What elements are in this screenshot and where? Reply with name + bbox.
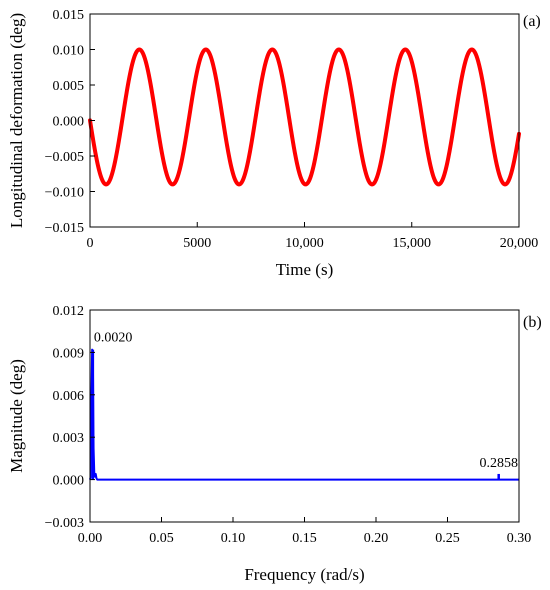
chart-a-panel-label: (a) bbox=[523, 13, 541, 30]
chart-a-y-ticks: −0.015 −0.010 −0.005 0.000 0.005 0.010 0.015 bbox=[45, 8, 95, 236]
x-tick-label: 0.15 bbox=[292, 531, 317, 546]
chart-b-annotations: 0.0020 0.2858 bbox=[94, 331, 518, 471]
y-tick-label: 0.009 bbox=[53, 346, 85, 361]
y-tick-label: 0.010 bbox=[53, 44, 85, 59]
x-tick-label: 10,000 bbox=[285, 236, 324, 251]
y-tick-label: 0.006 bbox=[53, 389, 85, 404]
y-tick-label: −0.005 bbox=[45, 150, 84, 165]
y-tick-label: −0.003 bbox=[45, 516, 84, 531]
chart-b-series bbox=[89, 348, 519, 481]
y-tick-label: 0.000 bbox=[53, 474, 85, 489]
y-tick-label: 0.015 bbox=[53, 8, 85, 23]
spectrum-series-line bbox=[89, 348, 519, 481]
y-tick-label: 0.000 bbox=[53, 115, 85, 130]
peak-label-low-frequency: 0.0020 bbox=[94, 331, 133, 346]
x-tick-label: 0.25 bbox=[435, 531, 460, 546]
chart-b-x-axis-label: Frequency (rad/s) bbox=[244, 565, 364, 584]
chart-b-y-axis-label: Magnitude (deg) bbox=[7, 359, 26, 473]
peak-label-high-frequency: 0.2858 bbox=[479, 456, 518, 471]
x-tick-label: 0.05 bbox=[149, 531, 174, 546]
y-tick-label: −0.010 bbox=[45, 186, 84, 201]
chart-b-panel-label: (b) bbox=[523, 314, 542, 331]
chart-a: −0.015 −0.010 −0.005 0.000 0.005 0.010 0.015 0… bbox=[7, 8, 541, 279]
chart-a-x-ticks: 0 5000 10,000 15,000 20,000 bbox=[87, 222, 539, 251]
x-tick-label: 0.10 bbox=[221, 531, 246, 546]
y-tick-label: 0.005 bbox=[53, 79, 85, 94]
x-tick-label: 5000 bbox=[183, 236, 211, 251]
chart-b-x-ticks: 0.00 0.05 0.10 0.15 0.20 0.25 0.30 bbox=[78, 517, 532, 546]
chart-a-x-axis-label: Time (s) bbox=[276, 260, 333, 279]
x-tick-label: 0.00 bbox=[78, 531, 103, 546]
y-tick-label: 0.003 bbox=[53, 431, 85, 446]
deformation-series-line bbox=[88, 47, 521, 187]
chart-b: −0.003 0.000 0.003 0.006 0.009 0.012 0.00 0.05… bbox=[7, 304, 542, 584]
chart-b-y-ticks: −0.003 0.000 0.003 0.006 0.009 0.012 bbox=[45, 304, 95, 531]
x-tick-label: 20,000 bbox=[500, 236, 539, 251]
chart-a-series bbox=[88, 47, 521, 187]
x-tick-label: 15,000 bbox=[393, 236, 432, 251]
y-tick-label: 0.012 bbox=[53, 304, 85, 319]
x-tick-label: 0.30 bbox=[507, 531, 532, 546]
x-tick-label: 0.20 bbox=[364, 531, 389, 546]
chart-b-plot-frame bbox=[89, 309, 520, 523]
y-tick-label: −0.015 bbox=[45, 221, 84, 236]
x-tick-label: 0 bbox=[87, 236, 94, 251]
chart-a-y-axis-label: Longitudinal deformation (deg) bbox=[7, 13, 26, 228]
